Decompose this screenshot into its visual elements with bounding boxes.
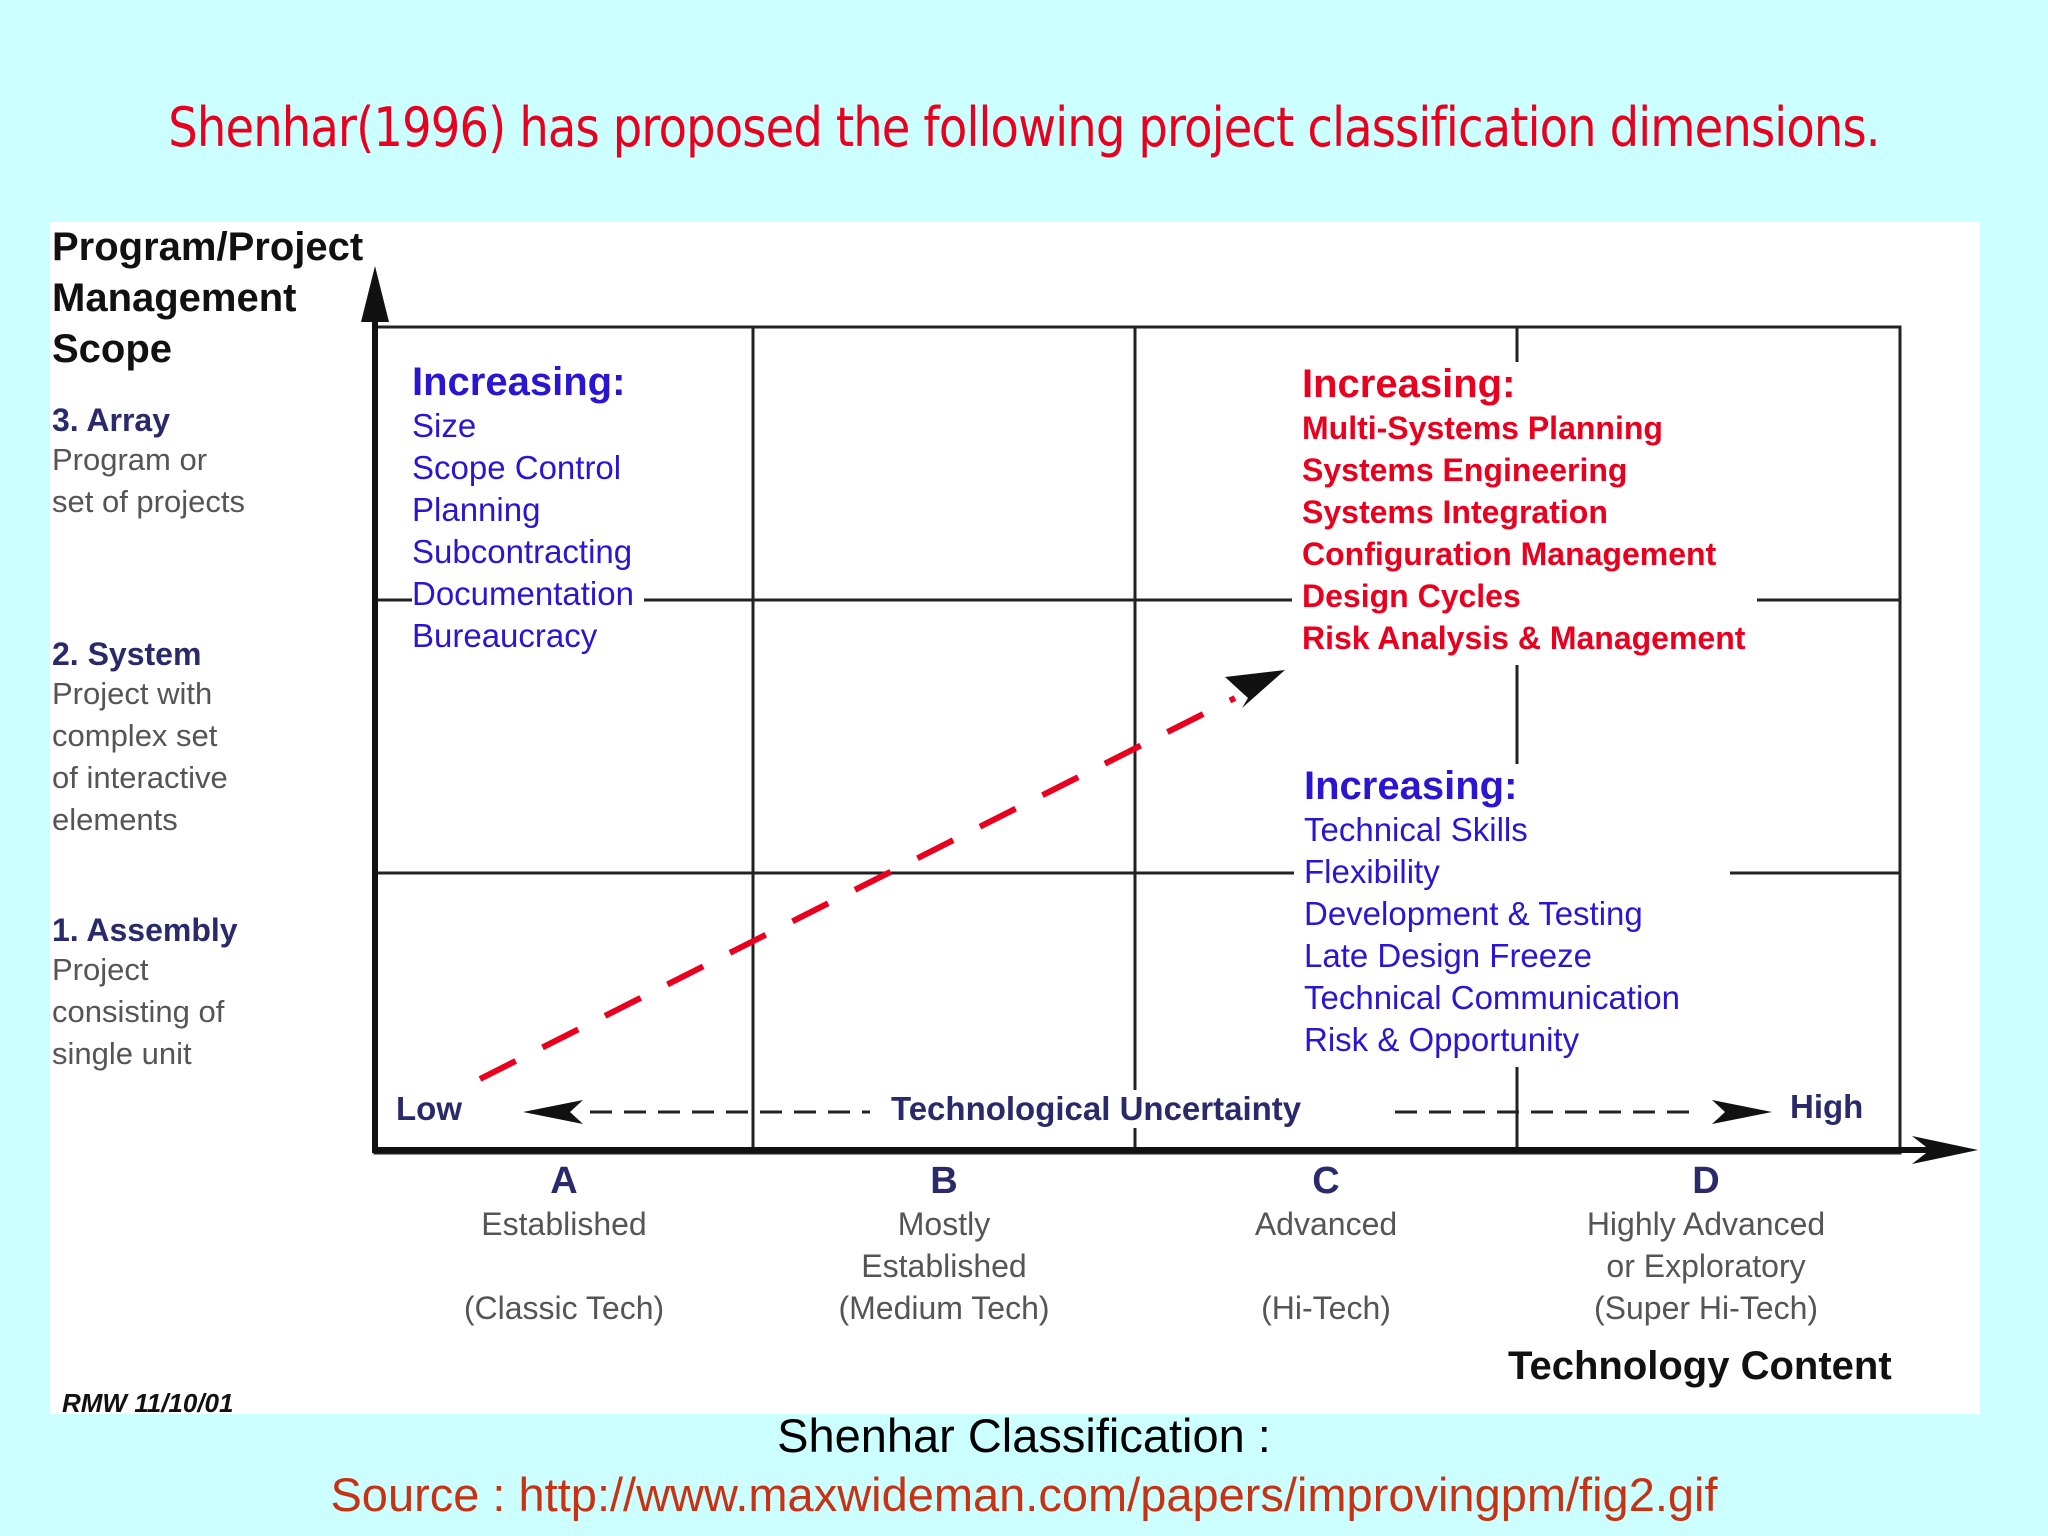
uncertainty-label: Technological Uncertainty bbox=[885, 1090, 1308, 1128]
column-c: C Advanced (Hi-Tech) bbox=[1254, 1160, 1398, 1326]
figure-caption: Shenhar Classification : bbox=[777, 1409, 1271, 1462]
increasing-box-technical: Increasing: Technical Skills Flexibility… bbox=[1294, 764, 1731, 1067]
trend-arrow-line bbox=[478, 695, 1237, 1082]
uncertainty-arrow-left bbox=[523, 1100, 583, 1124]
uncertainty-arrow-right bbox=[1712, 1100, 1772, 1124]
column-a: A Established (Classic Tech) bbox=[463, 1160, 665, 1326]
footnote: RMW 11/10/01 bbox=[62, 1388, 234, 1418]
uncertainty-low-label: Low bbox=[396, 1090, 462, 1127]
classification-figure: Program/Project Management Scope 3. Arra… bbox=[50, 222, 1980, 1418]
column-b: B Mostly Established (Medium Tech) bbox=[838, 1160, 1050, 1326]
column-d: D Highly Advanced or Exploratory (Super … bbox=[1586, 1160, 1826, 1326]
y-axis-arrowhead bbox=[361, 266, 389, 322]
source-link[interactable]: Source : http://www.maxwideman.com/paper… bbox=[330, 1468, 1718, 1521]
increasing-box-scope: Increasing: Size Scope Control Planning … bbox=[412, 360, 644, 661]
slide-title: Shenhar(1996) has proposed the following… bbox=[168, 96, 1880, 159]
y-axis-title: Program/Project Management Scope bbox=[52, 225, 364, 371]
level-array: 3. Array Program or set of projects bbox=[52, 402, 245, 519]
level-assembly: 1. Assembly Project consisting of single… bbox=[52, 912, 238, 1071]
x-axis-title: Technology Content bbox=[1508, 1344, 1892, 1388]
increasing-box-systems: Increasing: Multi-Systems Planning Syste… bbox=[1292, 362, 1758, 665]
trend-arrowhead bbox=[1225, 670, 1285, 708]
x-axis-arrowhead bbox=[1912, 1136, 1978, 1164]
level-system: 2. System Project with complex set of in… bbox=[52, 636, 228, 837]
uncertainty-high-label: High bbox=[1790, 1088, 1864, 1125]
